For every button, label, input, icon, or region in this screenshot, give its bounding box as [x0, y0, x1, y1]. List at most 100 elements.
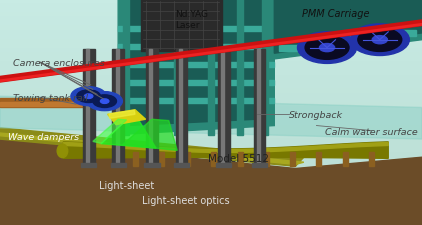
Circle shape	[84, 94, 93, 99]
Bar	[0, 32, 422, 36]
Bar	[0, 117, 422, 122]
Bar	[0, 162, 422, 166]
Bar	[0, 189, 422, 194]
Bar	[0, 194, 422, 198]
Polygon shape	[63, 142, 388, 159]
Bar	[0, 90, 422, 94]
Bar	[118, 99, 274, 104]
Circle shape	[319, 44, 335, 52]
Bar	[0, 180, 422, 184]
Bar	[86, 50, 89, 166]
Polygon shape	[0, 97, 422, 140]
Bar	[81, 164, 96, 168]
Polygon shape	[0, 128, 304, 166]
Bar	[0, 220, 422, 225]
Bar	[159, 152, 164, 166]
Text: Strongback: Strongback	[289, 110, 343, 119]
Polygon shape	[0, 140, 422, 225]
Bar	[279, 46, 308, 52]
Bar	[369, 152, 374, 166]
Circle shape	[93, 95, 116, 108]
Bar	[176, 50, 187, 166]
Polygon shape	[0, 133, 304, 165]
Bar	[174, 0, 180, 135]
Bar	[0, 40, 422, 45]
Bar	[112, 50, 124, 166]
Bar	[0, 148, 422, 153]
Bar	[0, 4, 422, 9]
Bar	[146, 50, 158, 166]
Bar	[0, 140, 422, 144]
Polygon shape	[122, 120, 177, 151]
Polygon shape	[118, 0, 274, 135]
Circle shape	[298, 33, 357, 64]
Circle shape	[372, 36, 387, 45]
Bar	[252, 164, 267, 168]
Bar	[0, 144, 422, 148]
Text: Camera enclosures: Camera enclosures	[13, 58, 104, 68]
Circle shape	[77, 90, 100, 103]
Polygon shape	[266, 0, 422, 61]
Text: Calm water surface: Calm water surface	[325, 127, 418, 136]
Bar	[314, 41, 344, 47]
Text: Model 5512: Model 5512	[208, 154, 269, 164]
Polygon shape	[63, 143, 388, 153]
Bar	[0, 50, 422, 54]
Circle shape	[87, 92, 122, 111]
Bar	[0, 135, 422, 140]
Bar	[0, 81, 422, 86]
Bar	[83, 50, 95, 166]
Bar	[0, 108, 422, 112]
Polygon shape	[93, 120, 127, 144]
Bar	[290, 152, 295, 166]
Bar	[0, 0, 422, 4]
Bar	[185, 152, 190, 166]
Bar	[118, 45, 274, 50]
Bar	[221, 50, 224, 166]
Polygon shape	[127, 0, 266, 126]
Bar	[149, 50, 152, 166]
Bar	[0, 171, 422, 176]
Bar	[0, 9, 422, 14]
Bar	[0, 72, 422, 76]
Bar	[0, 63, 422, 68]
Bar	[0, 86, 422, 90]
Bar	[0, 216, 422, 220]
Bar	[0, 22, 422, 27]
Bar	[0, 112, 422, 117]
Bar	[0, 76, 422, 81]
Text: Wave dampers: Wave dampers	[8, 133, 80, 142]
Bar	[141, 0, 222, 52]
Bar	[123, 0, 129, 135]
Bar	[262, 0, 268, 135]
Bar	[0, 130, 422, 135]
Polygon shape	[274, 0, 422, 54]
Bar	[0, 126, 422, 130]
Ellipse shape	[57, 144, 68, 158]
Bar	[0, 122, 422, 126]
Bar	[0, 68, 422, 72]
Bar	[174, 164, 189, 168]
Text: Light-sheet: Light-sheet	[99, 181, 154, 191]
Bar	[211, 152, 216, 166]
Bar	[264, 152, 269, 166]
Bar	[149, 0, 154, 135]
Bar	[0, 27, 422, 32]
Circle shape	[100, 99, 109, 104]
Bar	[0, 104, 422, 108]
Text: Nd:YAG
Laser: Nd:YAG Laser	[175, 10, 208, 29]
Bar	[0, 18, 422, 22]
Bar	[118, 63, 274, 68]
Bar	[0, 153, 422, 157]
Polygon shape	[108, 110, 146, 125]
Bar	[254, 50, 265, 166]
Bar	[208, 0, 214, 135]
Bar	[216, 164, 231, 168]
Circle shape	[350, 25, 409, 56]
Bar	[386, 31, 416, 37]
Bar	[111, 164, 126, 168]
Text: Towing tank rail: Towing tank rail	[13, 93, 88, 102]
Text: Light-sheet optics: Light-sheet optics	[142, 195, 230, 205]
Bar	[118, 27, 274, 32]
Bar	[350, 36, 380, 42]
